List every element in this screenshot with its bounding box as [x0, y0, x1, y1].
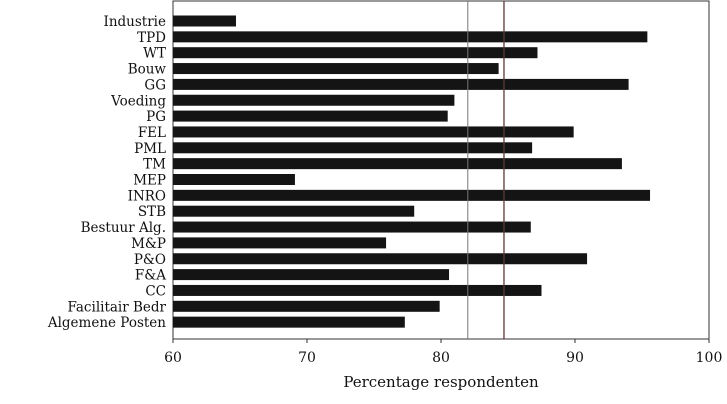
category-label: Bouw [128, 62, 167, 78]
bar [173, 205, 415, 217]
category-label: TM [143, 157, 166, 173]
x-tick-label: 80 [432, 350, 450, 366]
category-label: M&P [131, 236, 166, 252]
bars [173, 15, 651, 328]
bar [173, 221, 531, 233]
bar [173, 15, 236, 27]
bar [173, 78, 629, 90]
reference-lines [467, 1, 505, 339]
bar [173, 174, 295, 185]
x-tick-label: 100 [696, 350, 723, 366]
category-label: P&O [134, 252, 166, 268]
category-label: Industrie [104, 14, 166, 30]
bar [173, 110, 448, 122]
bar [173, 158, 622, 170]
x-axis-title: Percentage respondenten [343, 373, 539, 391]
category-label: PG [146, 109, 166, 125]
bar [173, 189, 651, 201]
category-label: Voeding [110, 93, 166, 109]
bar [173, 142, 533, 154]
category-label: Bestuur Alg. [81, 220, 166, 236]
bar [173, 284, 542, 296]
x-tick-label: 90 [566, 350, 584, 366]
bar [173, 31, 648, 43]
bar [173, 237, 387, 249]
category-label: Facilitair Bedr [67, 299, 166, 315]
bar [173, 316, 405, 328]
category-label: GG [144, 77, 166, 93]
bar [173, 300, 440, 312]
x-tick-label: 60 [164, 350, 182, 366]
category-label: INRO [128, 188, 166, 204]
category-label: Algemene Posten [47, 315, 166, 331]
x-axis-ticks: 60 70 80 90 100 [164, 339, 722, 366]
bar [173, 94, 455, 106]
category-label: FEL [138, 125, 166, 141]
category-label: F&A [135, 268, 166, 284]
category-label: MEP [133, 173, 166, 189]
category-label: STB [138, 204, 166, 220]
category-label: WT [143, 46, 166, 62]
x-tick-label: 70 [298, 350, 316, 366]
bar [173, 126, 574, 138]
category-label: CC [145, 283, 166, 299]
category-labels: IndustrieTPDWTBouwGGVoedingPGFELPMLTMMEP… [47, 14, 167, 331]
bar [173, 63, 499, 75]
category-label: TPD [137, 30, 166, 46]
bar [173, 269, 450, 281]
bar [173, 253, 588, 265]
bar [173, 47, 538, 59]
category-label: PML [134, 141, 166, 157]
